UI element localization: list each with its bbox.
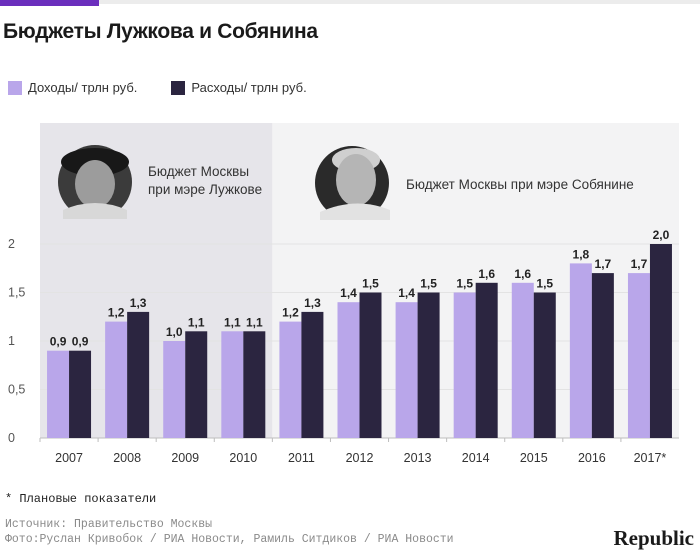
x-tick-label: 2011 [288,451,315,465]
photo-credit-line: Фото:Руслан Кривобок / РИА Новости, Рами… [5,533,454,546]
data-label-income: 1,2 [282,306,299,320]
y-tick-label: 2 [8,237,15,251]
data-label-income: 1,4 [340,286,357,300]
annotation-luzhkov-line2: при мэре Лужкове [148,182,262,197]
y-tick-label: 0 [8,431,15,445]
x-tick-label: 2013 [404,451,432,465]
bar-income [395,302,418,438]
data-label-income: 1,7 [631,257,648,271]
x-tick-label: 2010 [229,451,257,465]
bar-expense [243,331,266,438]
y-tick-label: 0,5 [8,383,25,397]
legend-label-expense: Расходы/ трлн руб. [191,80,307,95]
x-axis-labels: 2007 2008 2009 2010 2011 2012 2013 2014 2015 2016… [55,451,666,465]
data-label-expense: 1,1 [188,315,205,329]
data-label-income: 1,5 [456,277,473,291]
bar-chart: 0 0,5 1 1,5 2 0,9 0,9 1,2 1,3 1,0 1,1 1,1 1,1 1,2 1,3… [8,123,679,465]
bars: 0,9 0,9 1,2 1,3 1,0 1,1 1,1 1,1 1,2 1,3 1,4 1,5 1,4 1… [39,228,672,442]
data-label-expense: 2,0 [653,228,670,242]
x-tick-label: 2015 [520,451,548,465]
bar-income [279,321,302,438]
portrait-sobyanin [315,146,390,220]
bar-income [569,263,592,438]
annotation-sobyanin: Бюджет Москвы при мэре Собянине [406,177,634,192]
x-tick-label: 2014 [462,451,490,465]
legend-swatch-expense [171,80,186,95]
bar-expense [591,273,614,438]
bar-income [47,350,70,438]
data-label-expense: 1,3 [130,296,147,310]
data-label-income: 1,8 [573,247,590,261]
data-label-income: 0,9 [50,335,67,349]
bar-income [627,273,650,438]
source-credits: Источник: Правительство Москвы Фото:Русл… [5,517,454,547]
bar-expense [69,350,92,438]
bar-income [105,321,128,438]
annotation-luzhkov-line1: Бюджет Москвы [148,164,249,179]
x-tick-label: 2009 [171,451,199,465]
data-label-expense: 1,1 [246,315,263,329]
bar-income [337,302,360,438]
bar-expense [185,331,208,438]
data-label-expense: 0,9 [72,335,89,349]
x-tick-label: 2017* [634,451,667,465]
bar-expense [649,244,672,438]
y-tick-label: 1 [8,334,15,348]
y-tick-label: 1,5 [8,286,25,300]
y-axis-labels: 0 0,5 1 1,5 2 [8,237,25,445]
portrait-luzhkov [58,145,132,219]
data-label-expense: 1,3 [304,296,321,310]
legend-swatch-income [8,80,22,95]
x-tick-label: 2012 [346,451,374,465]
data-label-income: 1,2 [108,306,125,320]
data-label-expense: 1,5 [536,277,553,291]
data-label-expense: 1,6 [478,267,495,281]
bar-income [221,331,244,438]
data-label-income: 1,6 [514,267,531,281]
brand-logo: Republic [613,526,694,550]
bar-expense [359,292,382,438]
legend-item-expense: Расходы/ трлн руб. [171,80,307,95]
bar-income [511,282,534,438]
footnote: * Плановые показатели [5,492,157,506]
x-tick-label: 2007 [55,451,83,465]
bar-income [163,341,186,438]
bar-income [453,292,476,438]
bar-expense [533,292,556,438]
bar-expense [127,311,150,438]
bar-expense [301,311,324,438]
legend: Доходы/ трлн руб. Расходы/ трлн руб. [8,80,341,95]
data-label-expense: 1,5 [362,277,379,291]
data-label-income: 1,1 [224,315,241,329]
chart-title: Бюджеты Лужкова и Собянина [3,20,318,43]
source-line: Источник: Правительство Москвы [5,518,213,531]
x-tick-label: 2016 [578,451,606,465]
data-label-income: 1,4 [398,286,415,300]
bar-expense [417,292,440,438]
bar-expense [475,282,498,438]
legend-label-income: Доходы/ трлн руб. [28,80,138,95]
data-label-expense: 1,7 [595,257,612,271]
data-label-expense: 1,5 [420,277,437,291]
x-tick-label: 2008 [113,451,141,465]
top-bar [0,0,700,4]
top-accent-bar [0,0,99,6]
legend-item-income: Доходы/ трлн руб. [8,80,137,95]
data-label-income: 1,0 [166,325,183,339]
